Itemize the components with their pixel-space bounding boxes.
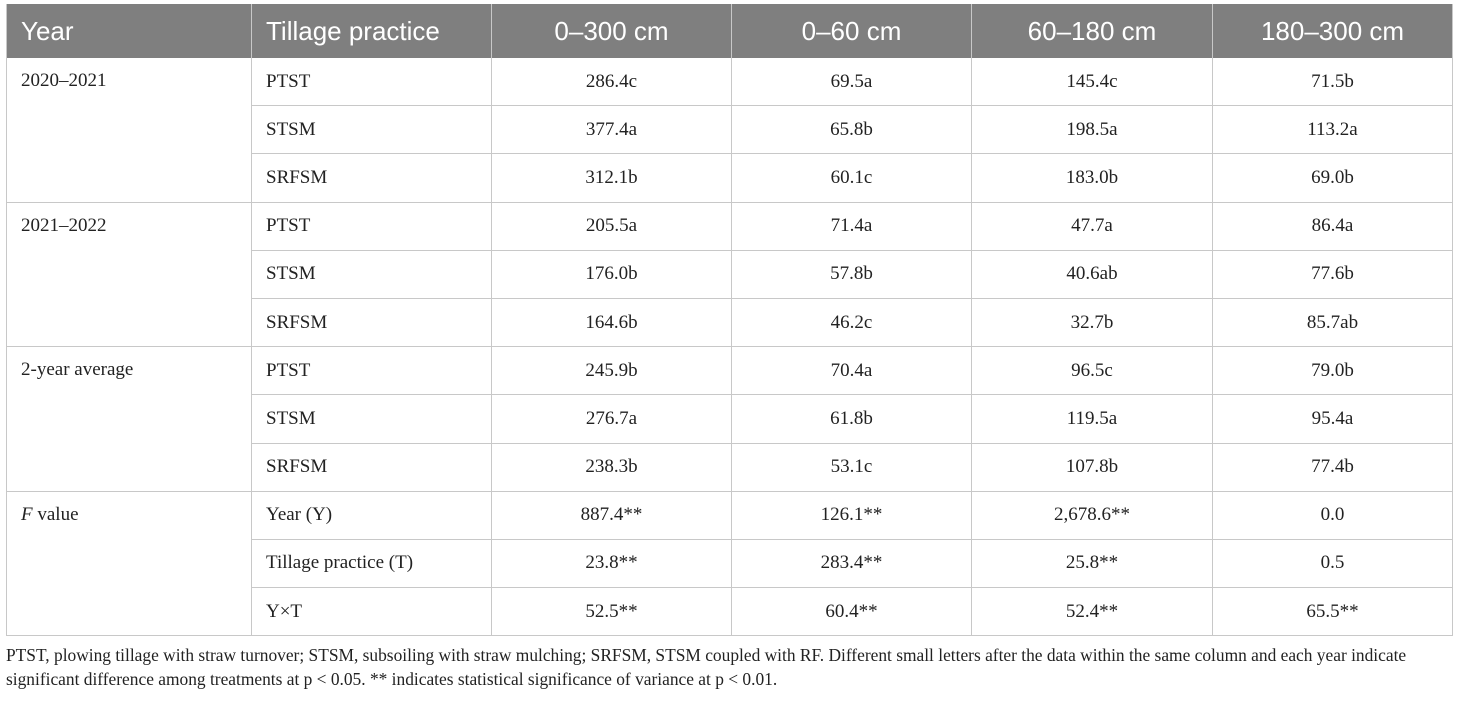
value-cell: 65.5** <box>1212 587 1453 637</box>
value-cell: 2,678.6** <box>971 491 1213 540</box>
tillage-cell: STSM <box>251 394 492 444</box>
value-cell: 65.8b <box>731 105 972 155</box>
tillage-cell: PTST <box>251 346 492 396</box>
value-cell: 0.5 <box>1212 539 1453 589</box>
value-cell: 69.5a <box>731 58 972 107</box>
value-cell: 52.5** <box>491 587 732 637</box>
value-cell: 69.0b <box>1212 153 1453 203</box>
value-cell: 57.8b <box>731 250 972 299</box>
value-cell: 71.5b <box>1212 58 1453 107</box>
value-cell: 23.8** <box>491 539 732 589</box>
header-depth-0-60: 0–60 cm <box>731 4 972 58</box>
value-cell: 164.6b <box>491 298 732 348</box>
tillage-cell: SRFSM <box>251 443 492 492</box>
f-value-suffix: value <box>32 503 79 525</box>
table-footnote: PTST, plowing tillage with straw turnove… <box>6 645 1407 690</box>
value-cell: 119.5a <box>971 394 1213 444</box>
value-cell: 276.7a <box>491 394 732 444</box>
data-table: Year Tillage practice 0–300 cm 0–60 cm 6… <box>6 4 1453 637</box>
tillage-cell: Tillage practice (T) <box>251 539 492 589</box>
value-cell: 61.8b <box>731 394 972 444</box>
value-cell: 71.4a <box>731 202 972 251</box>
tillage-cell: PTST <box>251 58 492 107</box>
value-cell: 377.4a <box>491 105 732 155</box>
tillage-cell: PTST <box>251 202 492 251</box>
f-symbol: F <box>21 503 33 525</box>
value-cell: 52.4** <box>971 587 1213 637</box>
value-cell: 312.1b <box>491 153 732 203</box>
year-cell: 2-year average <box>6 346 252 492</box>
header-year: Year <box>6 4 252 58</box>
value-cell: 286.4c <box>491 58 732 107</box>
value-cell: 238.3b <box>491 443 732 492</box>
table-row: STSM 276.7a 61.8b 119.5a 95.4a <box>7 394 1453 444</box>
table-row: F value Year (Y) 887.4** 126.1** 2,678.6… <box>6 491 1453 637</box>
year-cell: 2020–2021 <box>6 58 252 203</box>
year-cell-f-value: F value <box>6 491 252 637</box>
table-row: 2-year average PTST 245.9b 70.4a 96.5c 7… <box>6 346 1453 492</box>
table-row: SRFSM 164.6b 46.2c 32.7b 85.7ab <box>7 298 1453 348</box>
value-cell: 126.1** <box>731 491 972 540</box>
value-cell: 40.6ab <box>971 250 1213 299</box>
table-row: SRFSM 238.3b 53.1c 107.8b 77.4b <box>7 443 1453 492</box>
value-cell: 95.4a <box>1212 394 1453 444</box>
value-cell: 60.4** <box>731 587 972 637</box>
value-cell: 107.8b <box>971 443 1213 492</box>
value-cell: 46.2c <box>731 298 972 348</box>
table-container: Year Tillage practice 0–300 cm 0–60 cm 6… <box>6 4 1459 691</box>
value-cell: 79.0b <box>1212 346 1453 396</box>
table-row: SRFSM 312.1b 60.1c 183.0b 69.0b <box>7 153 1453 203</box>
value-cell: 96.5c <box>971 346 1213 396</box>
value-cell: 32.7b <box>971 298 1213 348</box>
table-row: 2021–2022 PTST 205.5a 71.4a 47.7a 86.4a <box>6 202 1453 348</box>
year-cell: 2021–2022 <box>6 202 252 348</box>
value-cell: 86.4a <box>1212 202 1453 251</box>
header-depth-0-300: 0–300 cm <box>491 4 732 58</box>
value-cell: 887.4** <box>491 491 732 540</box>
value-cell: 47.7a <box>971 202 1213 251</box>
header-depth-180-300: 180–300 cm <box>1212 4 1453 58</box>
tillage-cell: Year (Y) <box>251 491 492 540</box>
table-row: 2020–2021 PTST 286.4c 69.5a 145.4c 71.5b <box>6 58 1453 203</box>
value-cell: 77.4b <box>1212 443 1453 492</box>
tillage-cell: SRFSM <box>251 153 492 203</box>
tillage-cell: Y×T <box>251 587 492 637</box>
value-cell: 183.0b <box>971 153 1213 203</box>
value-cell: 53.1c <box>731 443 972 492</box>
value-cell: 113.2a <box>1212 105 1453 155</box>
header-depth-60-180: 60–180 cm <box>971 4 1213 58</box>
value-cell: 176.0b <box>491 250 732 299</box>
tillage-cell: SRFSM <box>251 298 492 348</box>
value-cell: 25.8** <box>971 539 1213 589</box>
value-cell: 0.0 <box>1212 491 1453 540</box>
table-row: Tillage practice (T) 23.8** 283.4** 25.8… <box>7 539 1453 589</box>
value-cell: 77.6b <box>1212 250 1453 299</box>
value-cell: 245.9b <box>491 346 732 396</box>
table-row: Y×T 52.5** 60.4** 52.4** 65.5** <box>7 587 1453 637</box>
header-row: Year Tillage practice 0–300 cm 0–60 cm 6… <box>6 4 1453 58</box>
value-cell: 60.1c <box>731 153 972 203</box>
header-tillage: Tillage practice <box>251 4 492 58</box>
value-cell: 70.4a <box>731 346 972 396</box>
table-row: STSM 176.0b 57.8b 40.6ab 77.6b <box>7 250 1453 299</box>
tillage-cell: STSM <box>251 105 492 155</box>
value-cell: 145.4c <box>971 58 1213 107</box>
table-row: STSM 377.4a 65.8b 198.5a 113.2a <box>7 105 1453 155</box>
value-cell: 198.5a <box>971 105 1213 155</box>
tillage-cell: STSM <box>251 250 492 299</box>
value-cell: 283.4** <box>731 539 972 589</box>
value-cell: 85.7ab <box>1212 298 1453 348</box>
value-cell: 205.5a <box>491 202 732 251</box>
